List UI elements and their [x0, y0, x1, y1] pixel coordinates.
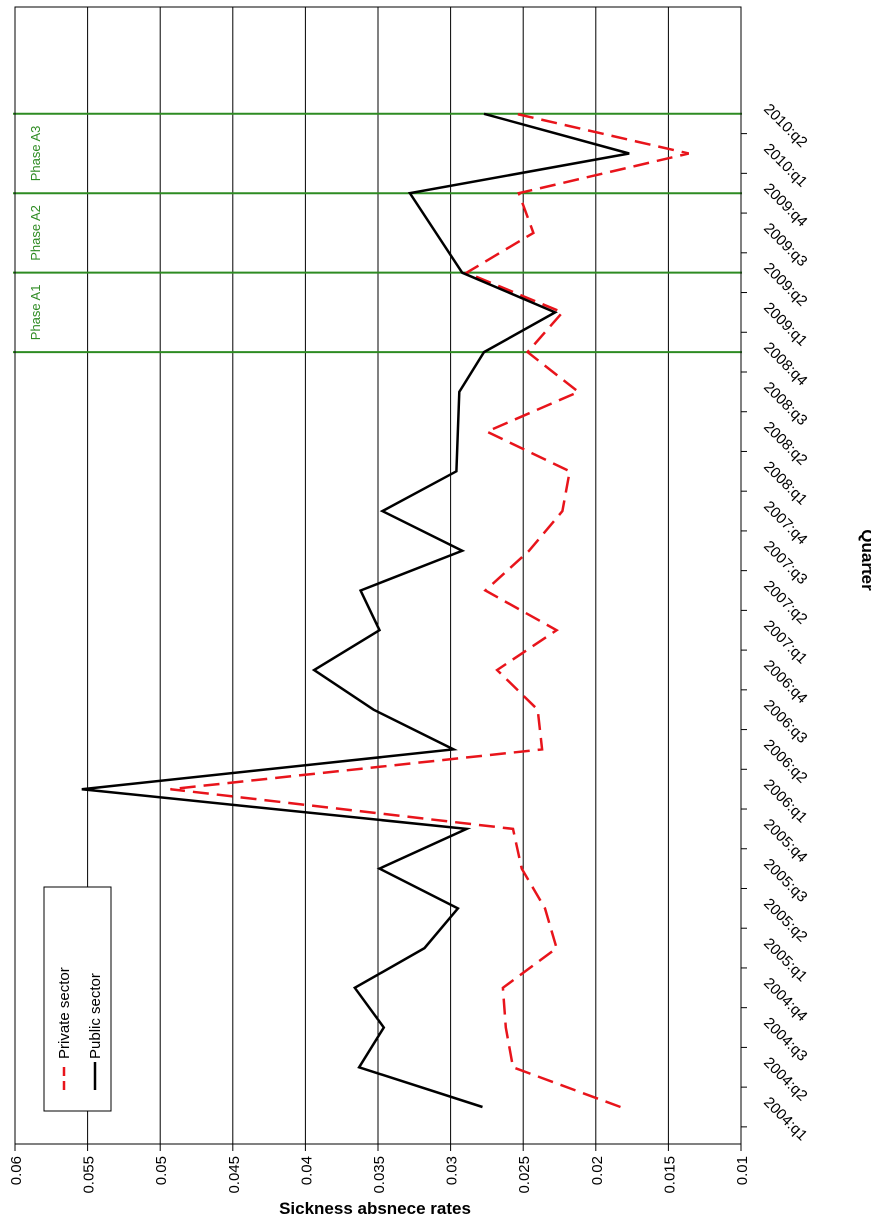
phase-boundaries: Phase A1 Phase A2 Phase A3 [13, 112, 742, 354]
y-tick-label: 0.045 [226, 1156, 243, 1194]
legend-box [43, 886, 112, 1112]
x-tick-label: 2004:q1 [760, 1094, 810, 1144]
x-axis-ticks: 2004:q12004:q22004:q32004:q42005:q12005:… [741, 101, 811, 1144]
phase-label: Phase A2 [28, 205, 43, 261]
y-tick-label: 0.025 [516, 1156, 533, 1194]
y-axis-title: Sickness absnece rates [279, 1199, 471, 1218]
chart-gridlines [14, 7, 742, 1151]
x-axis-title: Quarter [858, 529, 871, 591]
phase-label: Phase A3 [28, 126, 43, 182]
y-tick-label: 0.01 [734, 1156, 751, 1185]
chart-series [81, 112, 689, 1109]
y-axis-ticks: 0.06 0.055 0.05 0.045 0.04 0.035 0.03 0.025 0.02… [8, 1156, 751, 1194]
y-tick-label: 0.02 [589, 1156, 606, 1185]
public-sector-line [81, 112, 630, 1109]
y-tick-label: 0.05 [153, 1156, 170, 1185]
legend-label-private: Private sector [56, 967, 73, 1059]
plot-frame [14, 6, 742, 1145]
y-tick-label: 0.06 [8, 1156, 25, 1185]
y-tick-label: 0.055 [81, 1156, 98, 1194]
y-tick-label: 0.015 [661, 1156, 678, 1194]
legend: Private sector Public sector [43, 886, 112, 1112]
private-sector-line [170, 112, 689, 1109]
y-tick-label: 0.03 [444, 1156, 461, 1185]
y-tick-label: 0.04 [298, 1156, 315, 1185]
phase-label: Phase A1 [28, 285, 43, 341]
plot-border [14, 6, 742, 1145]
legend-label-public: Public sector [87, 973, 104, 1059]
y-tick-label: 0.035 [371, 1156, 388, 1194]
